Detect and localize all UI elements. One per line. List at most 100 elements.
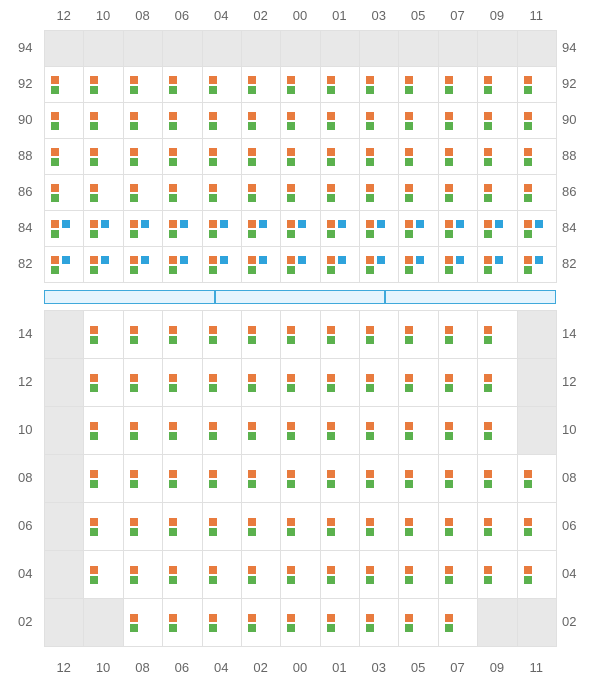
- marker-orange: [209, 470, 217, 478]
- marker-green: [366, 158, 374, 166]
- cell: [518, 503, 557, 551]
- cell: [163, 67, 202, 103]
- marker-blue: [220, 220, 228, 228]
- divider-segment: [215, 290, 386, 304]
- cell: [321, 599, 360, 647]
- marker-green: [524, 86, 532, 94]
- marker-green: [130, 158, 138, 166]
- col-label-bottom: 11: [516, 660, 556, 675]
- marker-green: [169, 194, 177, 202]
- marker-green: [90, 86, 98, 94]
- marker-green: [287, 86, 295, 94]
- marker-orange: [445, 422, 453, 430]
- marker-green: [445, 384, 453, 392]
- marker-orange: [327, 112, 335, 120]
- cell: [321, 139, 360, 175]
- col-label-bottom: 09: [477, 660, 517, 675]
- cell: [399, 247, 438, 283]
- marker-green: [445, 576, 453, 584]
- marker-green: [287, 336, 295, 344]
- marker-green: [366, 230, 374, 238]
- cell: [124, 455, 163, 503]
- marker-green: [484, 158, 492, 166]
- marker-green: [287, 158, 295, 166]
- marker-green: [405, 432, 413, 440]
- marker-orange: [130, 148, 138, 156]
- marker-orange: [484, 518, 492, 526]
- cell: [124, 175, 163, 211]
- row-label-left: 88: [18, 148, 32, 163]
- cell: [203, 211, 242, 247]
- cell: [242, 599, 281, 647]
- col-label-top: 08: [122, 8, 162, 23]
- marker-green: [248, 480, 256, 488]
- marker-orange: [445, 184, 453, 192]
- marker-blue: [180, 220, 188, 228]
- marker-orange: [405, 148, 413, 156]
- marker-orange: [445, 566, 453, 574]
- marker-green: [169, 624, 177, 632]
- cell: [45, 503, 84, 551]
- marker-orange: [169, 374, 177, 382]
- cell: [399, 599, 438, 647]
- marker-orange: [405, 470, 413, 478]
- marker-blue: [456, 220, 464, 228]
- marker-orange: [524, 184, 532, 192]
- marker-orange: [209, 256, 217, 264]
- cell: [478, 175, 517, 211]
- marker-orange: [248, 184, 256, 192]
- marker-orange: [90, 112, 98, 120]
- cell: [360, 31, 399, 67]
- cell: [281, 407, 320, 455]
- col-label-top: 00: [280, 8, 320, 23]
- marker-orange: [484, 184, 492, 192]
- marker-green: [90, 432, 98, 440]
- cell: [439, 31, 478, 67]
- cell: [124, 103, 163, 139]
- marker-orange: [524, 148, 532, 156]
- marker-orange: [90, 470, 98, 478]
- cell: [321, 455, 360, 503]
- marker-orange: [209, 184, 217, 192]
- cell: [45, 551, 84, 599]
- cell: [360, 359, 399, 407]
- cell: [518, 247, 557, 283]
- cell: [439, 503, 478, 551]
- cell: [45, 407, 84, 455]
- cell: [163, 175, 202, 211]
- marker-green: [169, 230, 177, 238]
- marker-orange: [287, 614, 295, 622]
- cell: [439, 455, 478, 503]
- cell: [281, 175, 320, 211]
- marker-orange: [366, 220, 374, 228]
- cell: [124, 31, 163, 67]
- marker-orange: [130, 220, 138, 228]
- marker-orange: [524, 220, 532, 228]
- marker-orange: [405, 518, 413, 526]
- marker-blue: [456, 256, 464, 264]
- cell: [84, 311, 123, 359]
- cell: [518, 31, 557, 67]
- cell: [45, 455, 84, 503]
- marker-green: [327, 158, 335, 166]
- marker-orange: [366, 566, 374, 574]
- cell: [360, 455, 399, 503]
- marker-green: [405, 122, 413, 130]
- marker-orange: [287, 220, 295, 228]
- marker-orange: [169, 518, 177, 526]
- cell: [124, 67, 163, 103]
- marker-orange: [484, 374, 492, 382]
- marker-green: [248, 122, 256, 130]
- marker-green: [130, 432, 138, 440]
- row-label-left: 14: [18, 326, 32, 341]
- cell: [203, 407, 242, 455]
- marker-green: [366, 266, 374, 274]
- marker-green: [90, 576, 98, 584]
- marker-green: [484, 384, 492, 392]
- cell: [124, 211, 163, 247]
- row-label-right: 82: [562, 256, 576, 271]
- marker-green: [248, 576, 256, 584]
- marker-green: [248, 432, 256, 440]
- marker-green: [169, 576, 177, 584]
- cell: [518, 311, 557, 359]
